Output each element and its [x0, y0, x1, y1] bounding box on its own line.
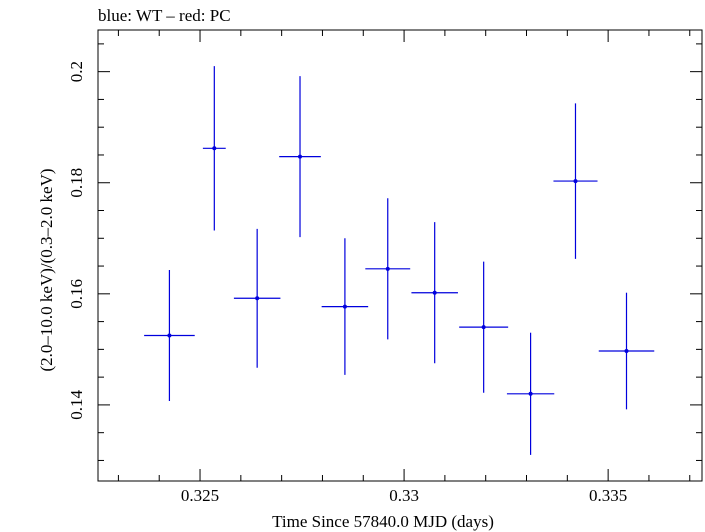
y-tick-label: 0.2 [67, 61, 86, 82]
y-axis: 0.14 0.16 0.18 0.2 [67, 43, 702, 461]
point-marker [432, 290, 437, 295]
data-point [459, 261, 509, 393]
point-marker [212, 146, 217, 151]
point-marker [573, 179, 578, 184]
point-marker [255, 296, 260, 301]
point-marker [342, 304, 347, 309]
chart-title: blue: WT – red: PC [98, 6, 231, 25]
data-series [144, 66, 655, 455]
data-point [321, 238, 369, 375]
y-tick-label: 0.14 [67, 390, 86, 420]
point-marker [298, 154, 303, 159]
y-tick-label: 0.16 [67, 279, 86, 309]
point-marker [528, 391, 533, 396]
x-tick-label: 0.335 [589, 486, 627, 505]
x-axis: 0.325 0.33 0.335 [117, 30, 691, 505]
data-point [202, 66, 226, 231]
data-point [365, 198, 411, 340]
data-point [553, 103, 598, 259]
data-point [411, 222, 458, 364]
point-marker [385, 266, 390, 271]
plot-frame [97, 29, 703, 482]
y-tick-label: 0.18 [67, 168, 86, 198]
data-point [506, 332, 555, 455]
data-point [233, 228, 281, 368]
x-tick-label: 0.33 [389, 486, 419, 505]
data-point [598, 292, 655, 410]
data-point [279, 76, 321, 238]
point-marker [481, 325, 486, 330]
point-marker [624, 349, 629, 354]
y-axis-label: (2.0–10.0 keV)/(0.3–2.0 keV) [37, 168, 56, 371]
x-tick-label: 0.325 [181, 486, 219, 505]
x-axis-label: Time Since 57840.0 MJD (days) [272, 512, 494, 531]
data-point [144, 269, 195, 402]
point-marker [167, 333, 172, 338]
